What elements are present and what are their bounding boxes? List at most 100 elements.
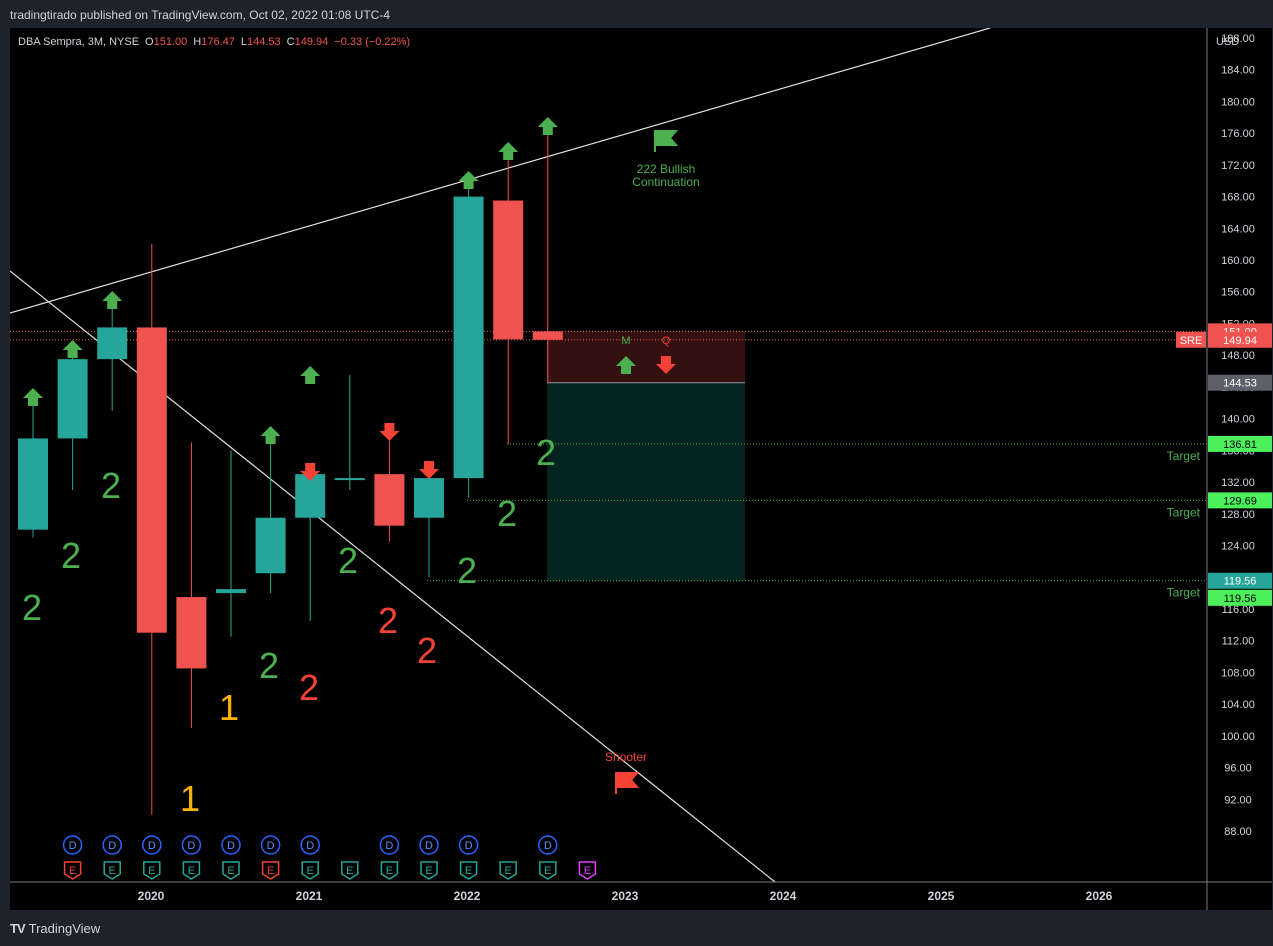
dividend-icon — [142, 835, 162, 855]
tradingview-logo[interactable]: TV TradingView — [10, 921, 100, 936]
price-tick: 184.00 — [1221, 65, 1255, 77]
price-tick: 168.00 — [1221, 192, 1255, 204]
close-price-badge: 149.94 — [1223, 335, 1257, 347]
earnings-icon — [301, 861, 319, 880]
candle-body — [18, 438, 48, 530]
target2-badge-bg — [1208, 492, 1272, 509]
price-tick: 140.00 — [1221, 414, 1255, 426]
earnings-icon — [103, 861, 121, 880]
currency-label: USD — [1216, 36, 1239, 48]
footer-bar: TV TradingView — [0, 910, 1273, 946]
open-value: 151.00 — [154, 36, 188, 48]
arrow-up-icon — [616, 356, 636, 374]
earnings-icon — [222, 861, 240, 880]
publish-info: tradingtirado published on TradingView.c… — [10, 8, 391, 22]
ohlc-legend: DBA Sempra, 3M, NYSE O151.00 H176.47 L144.5… — [18, 36, 410, 48]
dividend-icon — [221, 835, 241, 855]
dividend-marker: D — [108, 840, 116, 852]
earnings-marker: E — [188, 865, 195, 877]
price-tick: 188.00 — [1221, 33, 1255, 45]
price-tick: 180.00 — [1221, 96, 1255, 108]
wave-count-label: 2 — [338, 540, 358, 581]
earnings-marker: E — [386, 865, 393, 877]
dividend-marker: D — [306, 840, 314, 852]
candle-body — [255, 517, 286, 574]
symbol-label: DBA Sempra, 3M, NYSE — [18, 36, 139, 48]
price-tick: 176.00 — [1221, 128, 1255, 140]
dividend-marker: D — [187, 840, 195, 852]
arrow-up-icon — [260, 426, 281, 444]
target-label: Target — [1167, 586, 1201, 600]
candle-body — [216, 589, 246, 594]
earnings-marker: E — [227, 865, 234, 877]
earnings-marker: E — [109, 865, 116, 877]
earnings-marker: E — [307, 865, 314, 877]
earnings-marker: E — [425, 865, 432, 877]
close-label: C — [287, 36, 295, 48]
wave-count-label: 2 — [378, 600, 398, 641]
wave-count-label: 2 — [299, 667, 319, 708]
price-tick: 116.00 — [1222, 604, 1255, 616]
ticker-tag: SRE — [1180, 335, 1203, 347]
earnings-icon — [420, 861, 438, 880]
earnings-marker: E — [69, 865, 76, 877]
candle-body — [453, 196, 484, 479]
price-tick: 160.00 — [1221, 255, 1255, 267]
candle-body — [334, 478, 365, 481]
price-tick: 124.00 — [1221, 541, 1255, 553]
price-tick: 172.00 — [1221, 160, 1255, 172]
wave-count-label: 2 — [457, 550, 477, 591]
wave-count-label: 2 — [61, 535, 81, 576]
risk-zone — [547, 331, 745, 383]
wave-count-label: 2 — [536, 432, 556, 473]
price-tick: 108.00 — [1221, 667, 1255, 679]
time-tick: 2021 — [296, 889, 323, 903]
low-value: 144.53 — [247, 36, 281, 48]
candle-body — [136, 327, 167, 633]
time-tick: 2026 — [1086, 889, 1113, 903]
time-tick: 2022 — [454, 889, 481, 903]
dividend-marker: D — [425, 840, 433, 852]
price-tick: 164.00 — [1221, 223, 1255, 235]
target3-badge-bg — [1208, 589, 1272, 606]
target2-badge: 129.69 — [1223, 495, 1257, 507]
publish-bar: tradingtirado published on TradingView.c… — [0, 0, 1273, 28]
bullish-flag-icon — [654, 130, 679, 152]
price-tick: 128.00 — [1221, 509, 1255, 521]
dividend-marker: D — [465, 840, 473, 852]
earnings-icon — [539, 861, 557, 880]
dividend-marker: D — [69, 840, 77, 852]
earnings-marker: E — [465, 865, 472, 877]
dividend-marker: D — [544, 840, 552, 852]
earnings-icon — [341, 861, 359, 880]
earnings-marker: E — [148, 865, 155, 877]
wave-count-label: 2 — [22, 587, 42, 628]
candle-body — [176, 597, 207, 669]
time-tick: 2023 — [612, 889, 639, 903]
high-value: 176.47 — [201, 36, 235, 48]
chart-pane[interactable]: 2 2 2 1 1 2 2 2 2 2 2 2 2 222 Bullish Continuation Shoo… — [9, 27, 1272, 910]
dividend-icon — [538, 835, 558, 855]
close-price-badge-bg — [1208, 331, 1272, 348]
change-value: −0.33 (−0.22%) — [334, 36, 410, 48]
upper-trendline — [9, 27, 991, 314]
earnings-icon — [143, 861, 161, 880]
arrow-down-icon — [656, 356, 676, 374]
price-tick: 88.00 — [1224, 826, 1252, 838]
arrow-down-icon — [379, 423, 400, 441]
dividend-marker: D — [267, 840, 275, 852]
earnings-icon — [63, 861, 82, 880]
target-label: Target — [1167, 449, 1201, 463]
earnings-icon — [380, 861, 399, 880]
dividend-marker: D — [227, 840, 235, 852]
low-price-badge-bg — [1208, 374, 1272, 391]
arrow-up-icon — [537, 117, 558, 135]
target1-badge-bg — [1208, 435, 1272, 452]
earnings-icon — [182, 861, 201, 880]
target3-badge-bg — [1208, 572, 1272, 589]
price-tick: 112.00 — [1222, 636, 1255, 648]
candle-body — [57, 359, 88, 439]
dividend-icon — [181, 835, 202, 855]
earnings-icon — [499, 861, 517, 880]
